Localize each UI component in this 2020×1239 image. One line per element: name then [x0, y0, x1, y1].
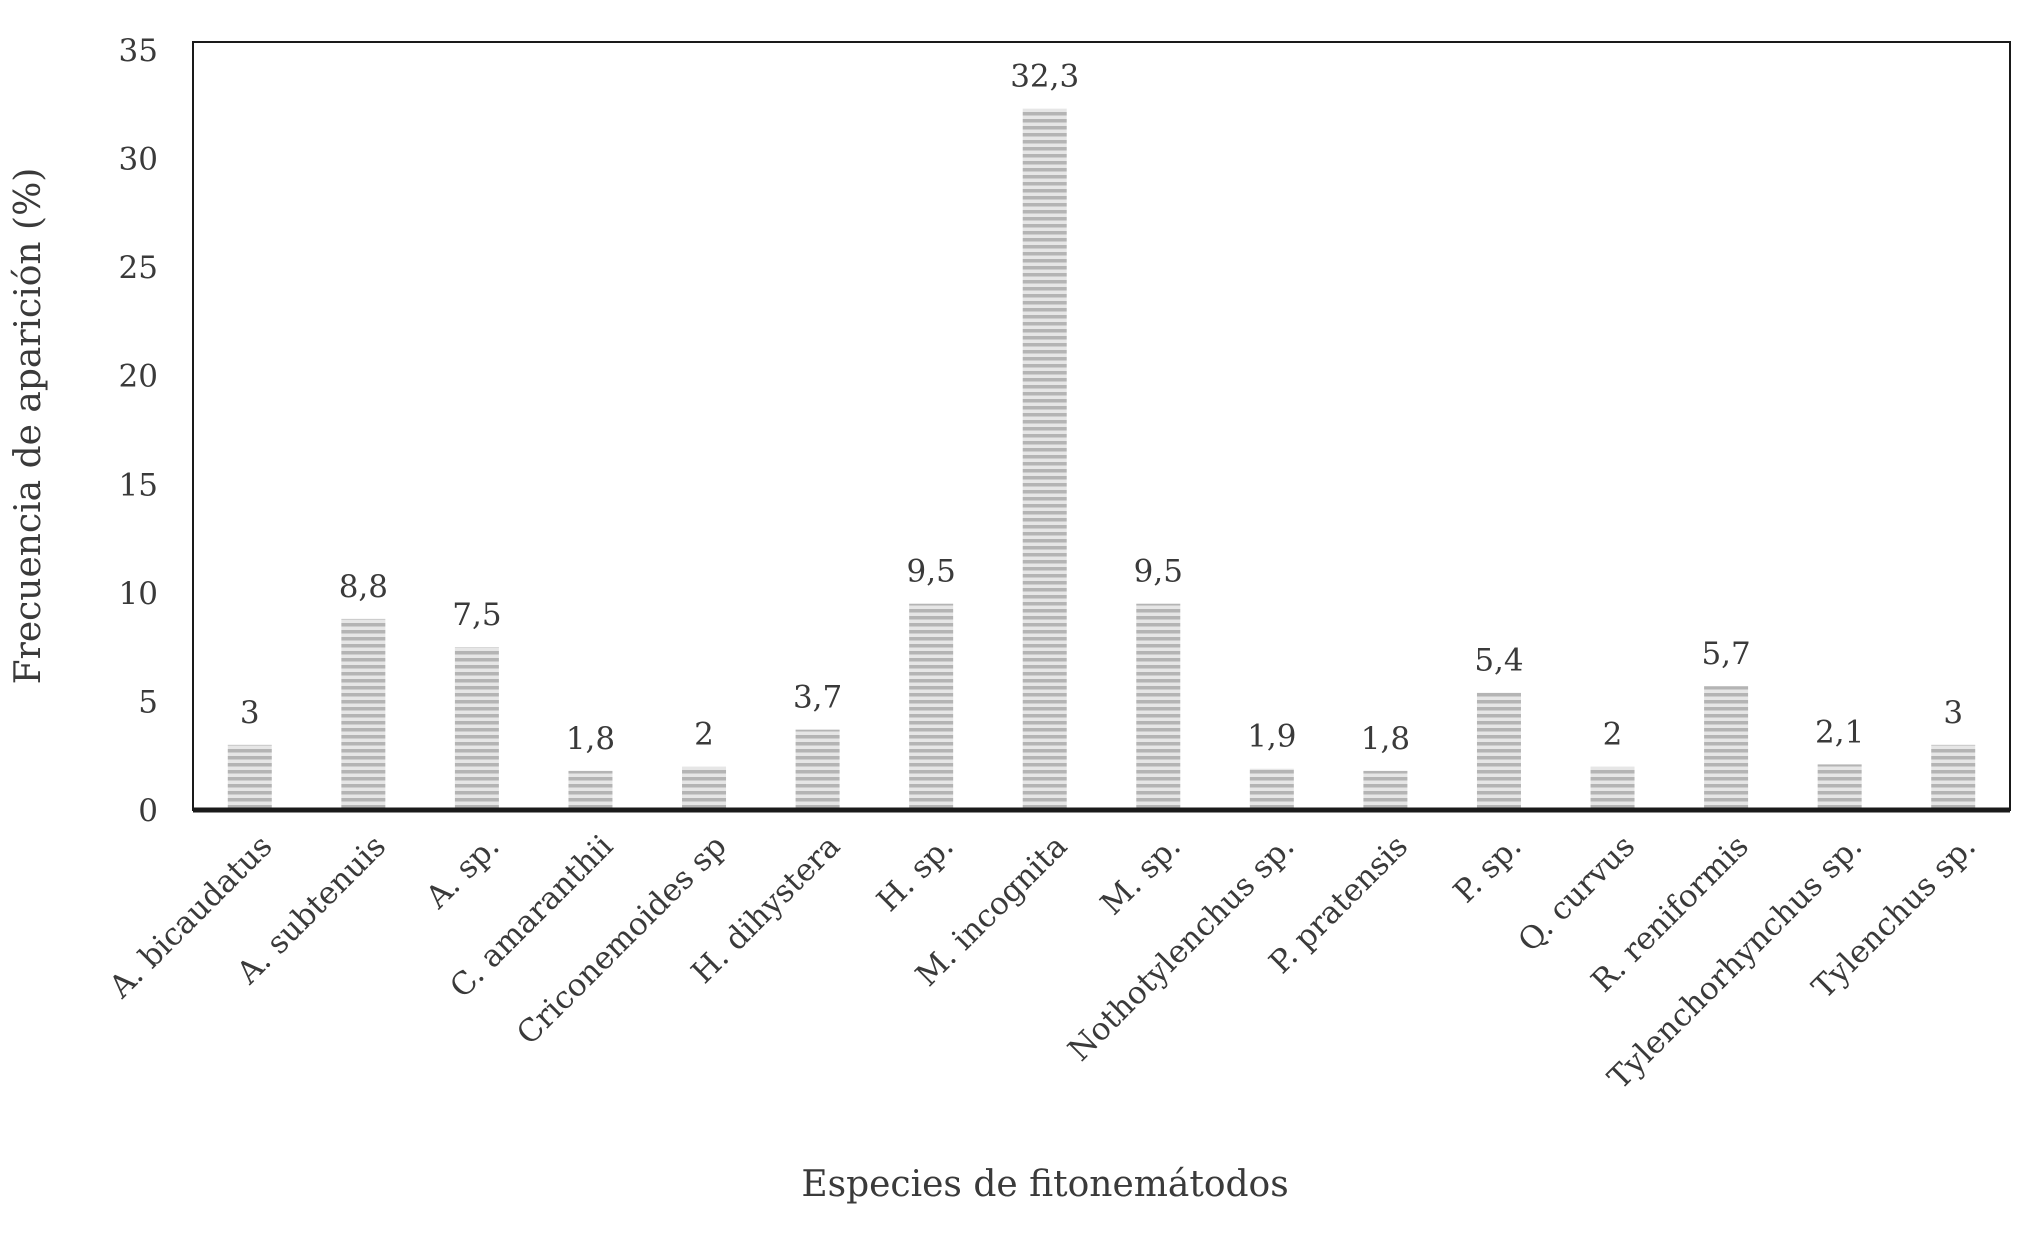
- y-tick-label: 30: [119, 142, 158, 178]
- bar: [1136, 603, 1181, 810]
- x-tick-label: Criconemoides sp: [510, 828, 734, 1052]
- data-label: 1,8: [566, 721, 615, 757]
- y-axis-title: Frecuencia de aparición (%): [8, 168, 49, 685]
- y-axis-ticks: 0 5 10 15 20 25 30 35: [119, 33, 158, 829]
- data-label: 3: [1943, 695, 1963, 731]
- x-tick-label: P. sp.: [1447, 828, 1529, 910]
- data-label: 9,5: [907, 554, 956, 590]
- data-label: 1,8: [1361, 721, 1410, 757]
- x-axis-title: Especies de fitonemátodos: [801, 1164, 1288, 1205]
- y-tick-label: 20: [119, 359, 158, 395]
- y-tick-label: 25: [119, 250, 158, 286]
- y-tick-label: 5: [138, 684, 158, 720]
- data-label: 7,5: [452, 597, 501, 633]
- data-label: 5,4: [1474, 643, 1523, 679]
- bar: [1817, 764, 1862, 810]
- data-label: 5,7: [1701, 636, 1750, 672]
- data-label: 3,7: [793, 680, 842, 716]
- bar: [341, 618, 386, 810]
- y-tick-label: 15: [119, 467, 158, 503]
- bar: [682, 766, 727, 810]
- data-label: 2: [694, 717, 714, 753]
- bar: [1249, 768, 1294, 810]
- x-tick-label: A. sp.: [418, 828, 506, 916]
- x-tick-label: H. sp.: [870, 828, 961, 919]
- bar: [1931, 744, 1976, 810]
- bar: [1590, 766, 1635, 810]
- data-label: 2,1: [1815, 714, 1864, 750]
- bars: [227, 108, 1976, 811]
- bar: [1704, 686, 1749, 810]
- bar: [909, 603, 954, 810]
- bar: [1363, 770, 1408, 810]
- bar: [1476, 692, 1521, 810]
- bar: [454, 647, 499, 810]
- x-tick-label: Nothotylenchus sp.: [1061, 828, 1301, 1068]
- data-label: 3: [240, 695, 260, 731]
- bar: [568, 770, 613, 810]
- data-label: 9,5: [1134, 554, 1183, 590]
- bar: [227, 744, 272, 810]
- y-tick-label: 35: [119, 33, 158, 69]
- x-tick-label: M. sp.: [1094, 828, 1188, 922]
- data-label: 8,8: [339, 569, 388, 605]
- data-label: 32,3: [1010, 59, 1079, 95]
- data-label: 2: [1603, 717, 1623, 753]
- bar: [795, 729, 840, 810]
- data-label: 1,9: [1247, 719, 1296, 755]
- y-tick-label: 10: [119, 576, 158, 612]
- y-tick-label: 0: [138, 793, 158, 829]
- data-labels: 3 8,8 7,5 1,8 2 3,7 9,5 32,3 9,5 1,9 1,8 5,4 2 5,7 2,1…: [240, 59, 1963, 757]
- bar: [1022, 108, 1067, 811]
